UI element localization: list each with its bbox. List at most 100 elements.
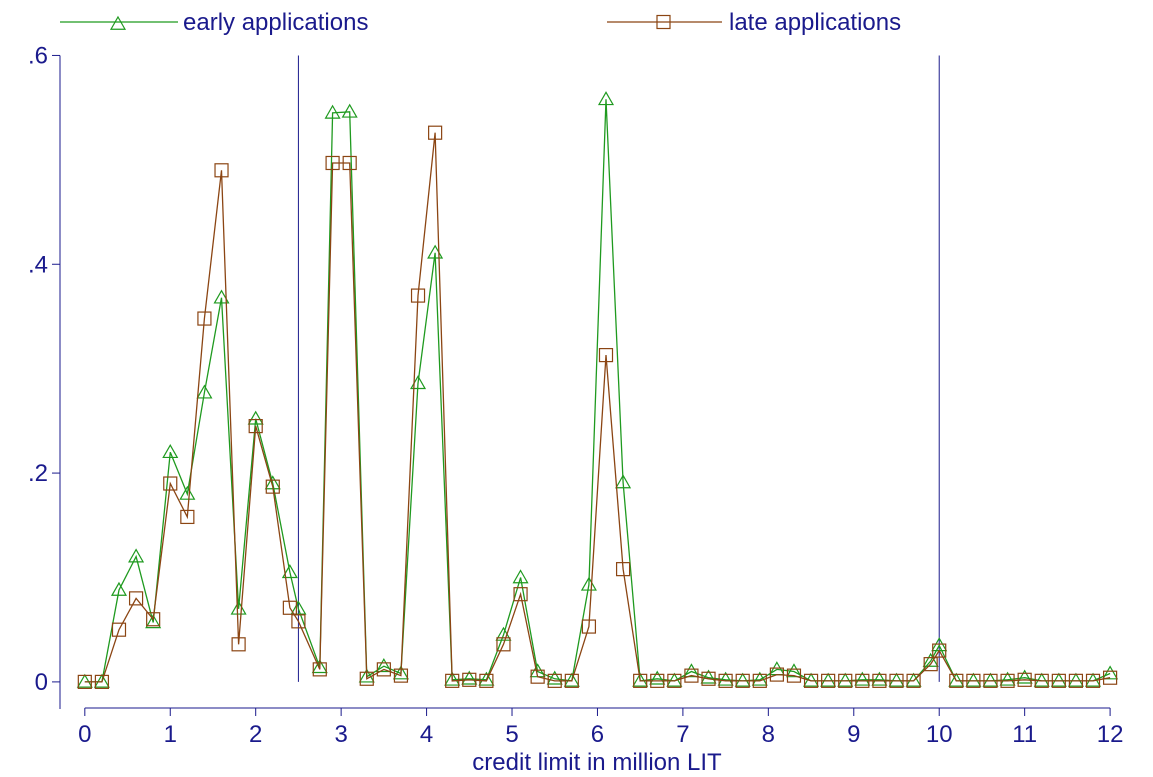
- data-point-triangle: [375, 658, 392, 673]
- data-point-square: [889, 673, 904, 688]
- x-tick-label: 0: [78, 721, 91, 748]
- data-point-square: [312, 662, 327, 677]
- data-point-triangle: [683, 663, 700, 678]
- data-point-triangle: [213, 289, 230, 304]
- data-point-triangle: [1016, 669, 1033, 684]
- data-point-triangle: [1033, 672, 1050, 687]
- data-point-triangle: [888, 672, 905, 687]
- data-point-square: [932, 643, 947, 658]
- data-point-square: [838, 673, 853, 688]
- data-point-triangle: [649, 670, 666, 685]
- data-point-triangle: [162, 443, 179, 459]
- x-tick-label: 9: [847, 721, 860, 748]
- data-point-triangle: [324, 104, 341, 119]
- data-point-triangle: [110, 581, 128, 596]
- data-point-square: [949, 673, 964, 688]
- data-point-triangle: [512, 569, 529, 584]
- data-point-square: [445, 673, 460, 688]
- data-point-square: [667, 673, 682, 688]
- data-point-triangle: [734, 672, 751, 687]
- x-tick-label: 11: [1012, 721, 1037, 748]
- data-point-triangle: [444, 671, 461, 686]
- data-point-triangle: [478, 671, 495, 686]
- x-tick-label: 5: [505, 721, 518, 748]
- data-point-square: [94, 674, 110, 689]
- data-point-square: [214, 163, 229, 178]
- data-point-triangle: [597, 91, 615, 106]
- data-point-triangle: [965, 672, 982, 687]
- data-point-square: [581, 619, 597, 634]
- data-point-triangle: [145, 614, 162, 629]
- data-point-triangle: [1067, 672, 1084, 687]
- data-point-square: [615, 562, 631, 577]
- legend-label-early: early applications: [183, 9, 368, 36]
- data-point-triangle: [546, 670, 563, 685]
- data-point-triangle: [820, 672, 837, 687]
- data-point-square: [1085, 673, 1101, 688]
- data-point-triangle: [341, 103, 358, 118]
- data-point-triangle: [700, 669, 717, 684]
- data-point-square: [479, 673, 494, 688]
- data-point-square: [718, 673, 733, 688]
- reference-lines: [297, 55, 940, 682]
- data-point-square: [410, 288, 426, 303]
- data-point-square: [248, 418, 263, 434]
- data-point-triangle: [230, 600, 247, 615]
- data-point-square: [966, 673, 981, 688]
- data-point-triangle: [982, 672, 999, 687]
- data-point-triangle: [999, 671, 1016, 686]
- data-point-triangle: [128, 548, 145, 563]
- data-point-square: [547, 673, 562, 688]
- data-point-triangle: [311, 659, 328, 674]
- data-point-square: [769, 667, 784, 682]
- data-point-square: [393, 668, 409, 683]
- data-point-square: [1068, 673, 1084, 688]
- data-point-square: [983, 673, 998, 688]
- data-point-square: [128, 591, 144, 606]
- data-point-square: [359, 671, 374, 686]
- data-point-square: [803, 673, 819, 688]
- data-point-square: [146, 612, 161, 627]
- data-point-triangle: [785, 663, 803, 678]
- data-point-triangle: [580, 576, 597, 591]
- data-point-triangle: [247, 410, 264, 425]
- data-point-square: [231, 637, 246, 652]
- data-point-triangle: [1050, 672, 1067, 687]
- data-point-square: [376, 662, 391, 677]
- data-point-square: [1017, 672, 1032, 687]
- legend-item-late: late applications: [607, 9, 901, 36]
- series-line: [84, 99, 1111, 683]
- data-point-square: [325, 155, 340, 171]
- data-point-triangle: [563, 672, 580, 687]
- data-point-square: [111, 622, 127, 637]
- data-point-square: [735, 673, 750, 688]
- data-point-triangle: [461, 670, 478, 685]
- axes: 0.2.4.60 1 2 3 4 5 6 7 8 9 10 11 12: [28, 42, 1123, 748]
- data-point-triangle: [358, 668, 375, 683]
- x-tick-label: 10: [926, 721, 953, 748]
- legend: early applications late applications: [60, 9, 901, 36]
- data-point-square: [786, 668, 802, 683]
- data-point-square: [1034, 673, 1049, 688]
- data-point-square: [821, 673, 836, 688]
- data-point-square: [650, 673, 665, 688]
- data-point-square: [598, 347, 614, 363]
- data-point-square: [1000, 673, 1015, 688]
- y-tick-label: .2: [28, 460, 48, 487]
- x-tick-label: 4: [420, 721, 433, 748]
- x-tick-label: 7: [676, 721, 689, 748]
- data-point-square: [282, 600, 297, 615]
- data-point-square: [265, 479, 280, 494]
- data-point-triangle: [922, 652, 939, 667]
- data-point-triangle: [76, 673, 93, 688]
- data-point-square: [1102, 670, 1118, 685]
- data-point-square: [633, 673, 648, 688]
- data-point-triangle: [93, 673, 110, 688]
- data-point-triangle: [281, 564, 298, 579]
- x-axis-title: credit limit in million LIT: [472, 749, 722, 776]
- x-tick-label: 8: [762, 721, 775, 748]
- y-tick-label: .4: [28, 251, 48, 278]
- series-early-applications: [76, 91, 1119, 688]
- data-point-triangle: [948, 672, 965, 687]
- series-late-applications: [77, 125, 1118, 689]
